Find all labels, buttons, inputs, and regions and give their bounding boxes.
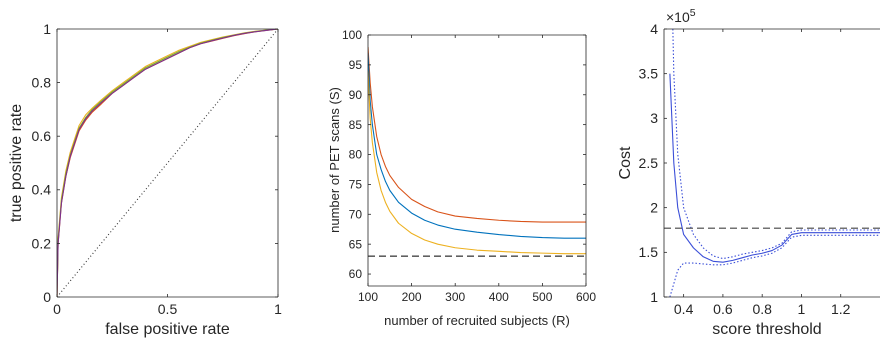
series-line-2 <box>672 29 880 260</box>
y-tick-label: 85 <box>349 118 363 132</box>
y-tick-label: 3.5 <box>639 66 659 82</box>
y-tick-label: 2.5 <box>639 155 659 171</box>
y-tick-label: 80 <box>349 148 363 162</box>
y-tick-label: 1 <box>650 289 658 305</box>
x-tick-label: 1.2 <box>831 301 851 317</box>
axis-multiplier: ×105 <box>666 7 696 25</box>
y-tick-label: 1 <box>43 21 51 37</box>
y-tick-label: 0.4 <box>32 182 52 198</box>
y-tick-label: 3 <box>650 110 658 126</box>
y-tick-label: 70 <box>349 207 363 221</box>
x-tick-label: 0.6 <box>713 301 733 317</box>
x-axis-label: number of recruited subjects (R) <box>384 313 570 328</box>
y-tick-label: 2 <box>650 200 658 216</box>
y-tick-label: 100 <box>342 28 362 42</box>
x-tick-label: 0.5 <box>158 301 178 317</box>
y-tick-label: 0.8 <box>32 75 52 91</box>
x-tick-label: 1 <box>798 301 806 317</box>
x-tick-label: 0 <box>53 301 61 317</box>
series-line-3 <box>57 29 278 297</box>
y-tick-label: 4 <box>650 21 658 37</box>
x-tick-label: 600 <box>576 290 596 304</box>
chart-2: 100 200 300 400 500 600 60 65 70 75 80 85 90 95 100 num… <box>327 28 596 328</box>
y-tick-label: 0 <box>43 289 51 305</box>
x-tick-label: 300 <box>445 290 465 304</box>
y-tick-label: 1.5 <box>639 244 659 260</box>
series-group <box>664 29 880 297</box>
series-line-2 <box>368 52 586 239</box>
y-tick-label: 65 <box>349 237 363 251</box>
y-tick-label: 0.6 <box>32 128 52 144</box>
series-group <box>368 46 586 257</box>
series-line-5 <box>57 29 278 297</box>
series-line-3 <box>368 70 586 255</box>
series-line-4 <box>57 29 278 297</box>
x-tick-label: 500 <box>532 290 552 304</box>
y-tick-label: 90 <box>349 88 363 102</box>
y-axis-label: true positive rate <box>8 104 25 222</box>
series-line-1 <box>368 46 586 223</box>
series-line-2 <box>57 29 278 297</box>
x-tick-label: 100 <box>358 290 378 304</box>
x-tick-label: 400 <box>489 290 509 304</box>
y-axis-label: Cost <box>617 146 634 179</box>
axis-multiplier-exponent: 5 <box>690 7 696 19</box>
y-tick-label: 0.2 <box>32 235 52 251</box>
x-tick-label: 0.8 <box>752 301 772 317</box>
x-axis-label: score threshold <box>712 321 821 338</box>
series-line-3 <box>669 234 880 297</box>
x-tick-label: 200 <box>402 290 422 304</box>
x-tick-label: 0.4 <box>674 301 694 317</box>
y-axis-label: number of PET scans (S) <box>327 87 342 233</box>
y-tick-label: 60 <box>349 267 363 281</box>
series-line-1 <box>57 29 278 297</box>
series-line-1 <box>669 73 880 263</box>
x-axis-label: false positive rate <box>105 321 230 338</box>
y-tick-label: 75 <box>349 178 363 192</box>
chart-3: 0.4 0.6 0.8 1 1.2 1 1.5 2 2.5 3 3.5 4 score threshol… <box>617 7 880 338</box>
x-tick-label: 1 <box>274 301 282 317</box>
series-group <box>57 29 278 297</box>
y-tick-label: 95 <box>349 58 363 72</box>
chart-1: 0 0.5 1 0 0.2 0.4 0.6 0.8 1 false positive rate tr… <box>8 21 282 338</box>
